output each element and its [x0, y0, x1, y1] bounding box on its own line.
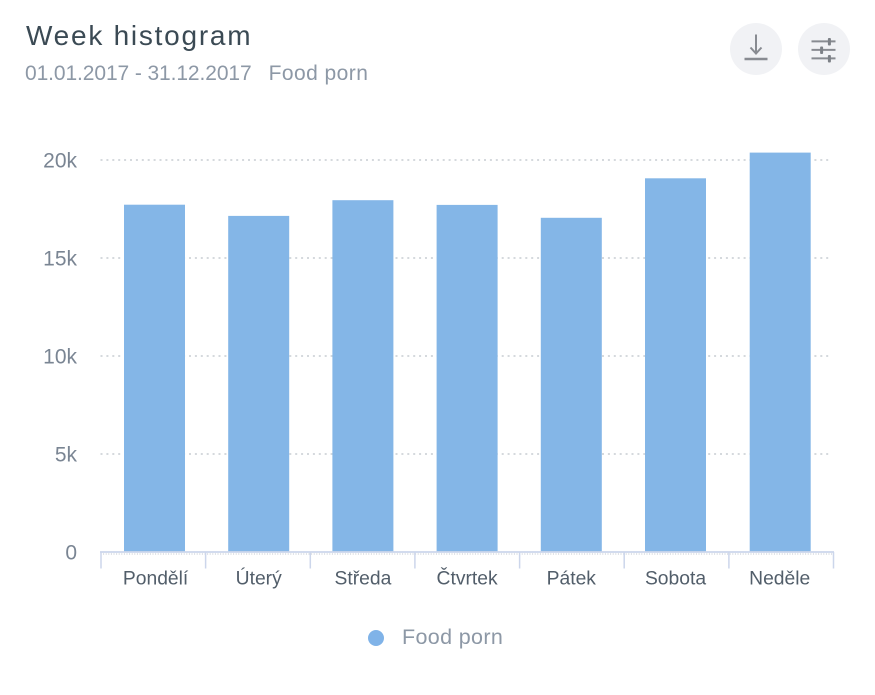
svg-text:15k: 15k [43, 248, 77, 271]
svg-text:Sobota: Sobota [645, 569, 706, 590]
svg-text:0: 0 [65, 542, 77, 565]
svg-text:Pátek: Pátek [547, 569, 597, 590]
svg-text:Pondělí: Pondělí [123, 569, 189, 590]
svg-text:Středa: Středa [334, 569, 391, 590]
svg-text:10k: 10k [43, 346, 77, 369]
svg-text:Úterý: Úterý [236, 567, 282, 590]
svg-text:5k: 5k [55, 444, 78, 467]
svg-text:20k: 20k [43, 150, 77, 173]
svg-text:Neděle: Neděle [749, 569, 810, 590]
svg-text:Čtvrtek: Čtvrtek [437, 567, 498, 590]
